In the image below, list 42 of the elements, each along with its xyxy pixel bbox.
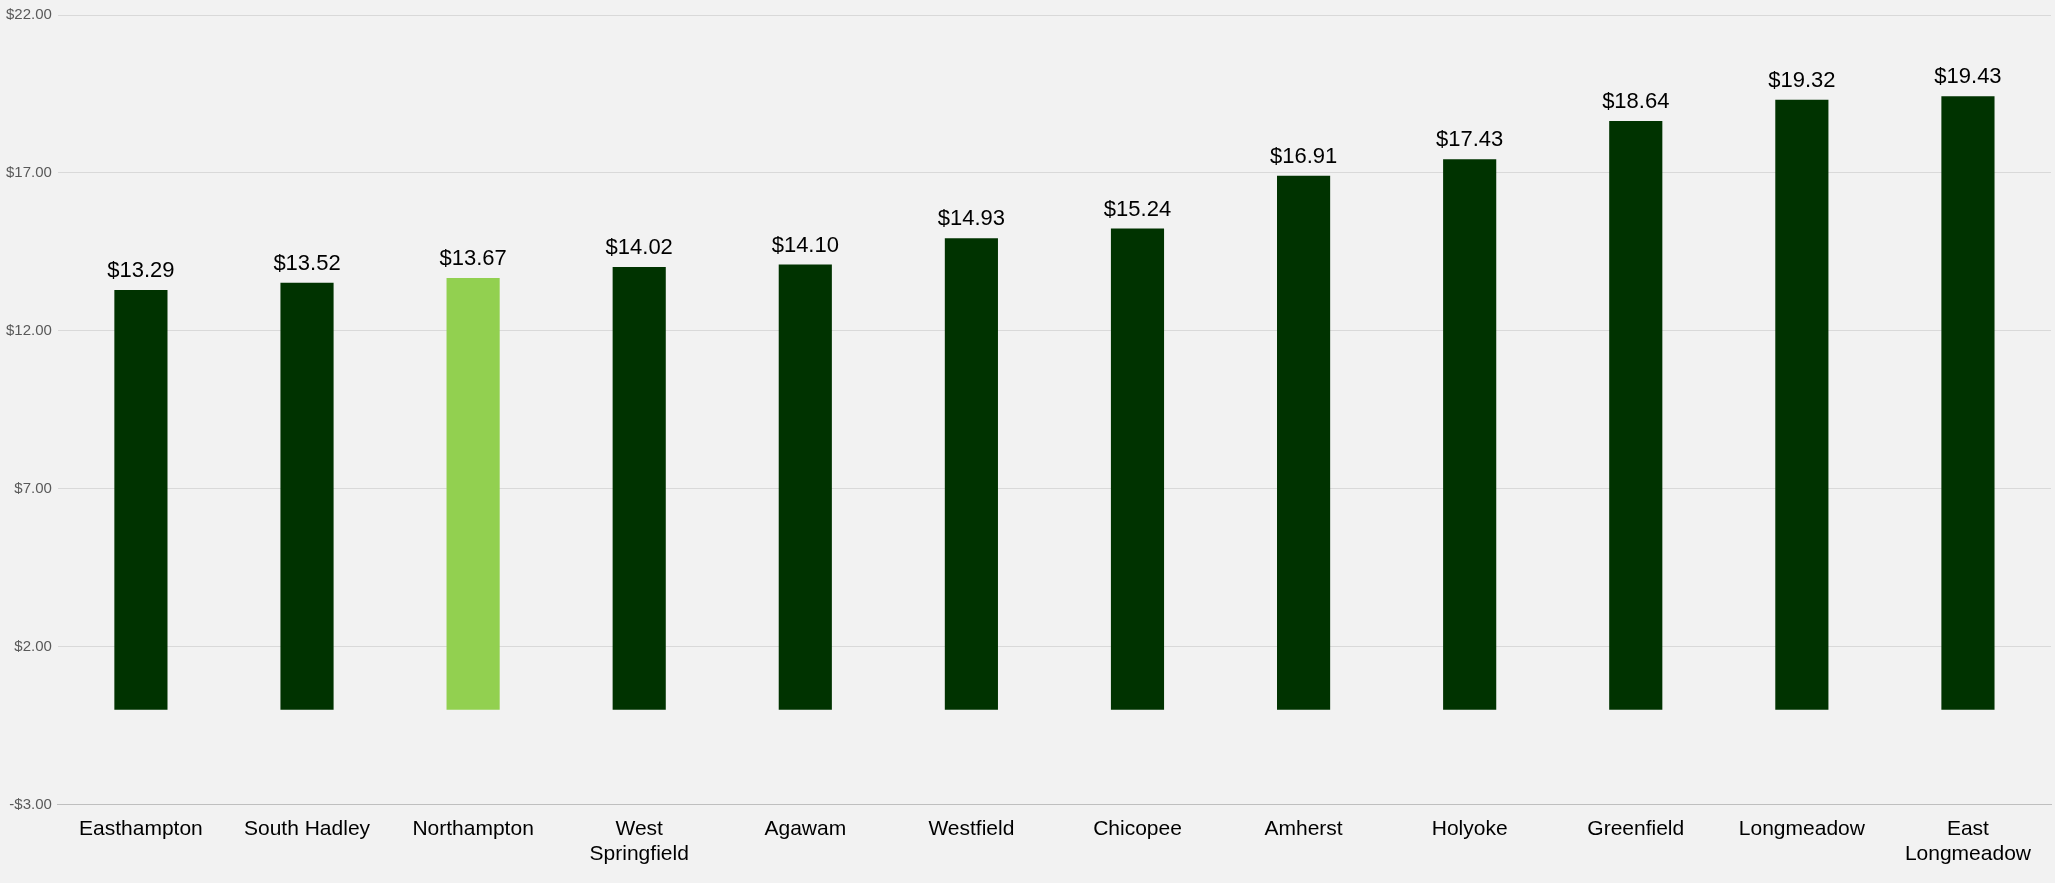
bar: [1277, 175, 1331, 710]
data-label: $18.64: [1602, 88, 1670, 114]
data-label: $15.24: [1103, 195, 1172, 221]
data-label: $13.67: [439, 245, 507, 271]
bar: [944, 238, 998, 710]
y-tick-label: $12.00: [5, 320, 52, 338]
y-tick-label: -$3.00: [9, 794, 52, 812]
x-tick-label: Chicopee: [1093, 816, 1182, 839]
x-tick-label: West Springfield: [589, 816, 689, 865]
x-tick-label: Northampton: [412, 816, 534, 839]
data-label: $16.91: [1269, 142, 1338, 168]
x-tick-label: Holyoke: [1431, 816, 1508, 839]
bar: [1941, 96, 1995, 710]
data-label: $14.10: [771, 231, 839, 257]
y-tick-label: $2.00: [14, 636, 52, 654]
bar: [1609, 121, 1663, 710]
bar: [280, 282, 334, 710]
x-tick-label: Agawam: [764, 816, 847, 839]
y-tick-label: $17.00: [5, 163, 52, 181]
data-label: $13.29: [107, 257, 175, 283]
data-label: $13.52: [273, 249, 341, 275]
x-tick-label: Amherst: [1264, 816, 1343, 839]
bar: [1110, 228, 1165, 710]
bar: [1443, 159, 1497, 710]
y-tick-label: $7.00: [14, 478, 52, 496]
data-label: $19.32: [1768, 66, 1836, 92]
y-tick-label: $22.00: [5, 5, 52, 23]
x-tick-label: South Hadley: [243, 816, 371, 839]
x-tick-label: Westfield: [928, 816, 1015, 839]
data-label: $14.02: [605, 234, 673, 260]
data-label: $19.43: [1934, 63, 2002, 89]
bar: [612, 267, 666, 710]
x-tick-label: Longmeadow: [1738, 816, 1866, 839]
x-tick-label: Greenfield: [1587, 816, 1685, 839]
bar: [1775, 99, 1829, 710]
x-tick-label: East Longmeadow: [1904, 816, 2032, 865]
bar: [114, 290, 168, 710]
data-label: $14.93: [937, 205, 1006, 231]
bar: [446, 278, 500, 710]
bar: [778, 264, 832, 710]
x-tick-label: Easthampton: [79, 816, 203, 839]
data-label: $17.43: [1436, 126, 1504, 152]
